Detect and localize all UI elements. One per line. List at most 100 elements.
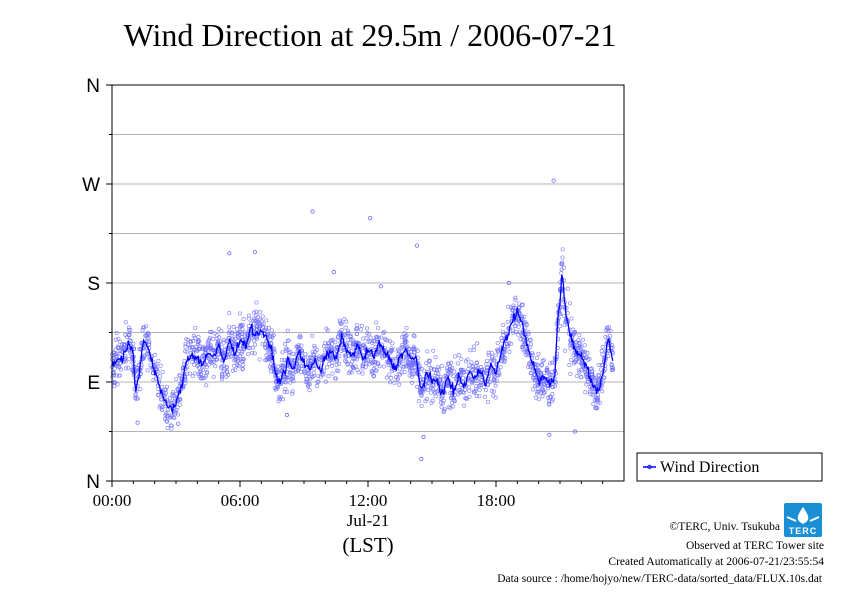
data-point — [535, 362, 540, 367]
data-point — [251, 310, 256, 315]
data-point — [449, 368, 454, 373]
data-point — [561, 265, 566, 270]
data-point — [283, 375, 289, 381]
data-point — [349, 370, 354, 375]
data-point — [404, 333, 409, 338]
data-point — [406, 361, 411, 366]
data-point — [577, 344, 582, 349]
data-point — [354, 322, 359, 328]
y-tick-label: N — [86, 76, 100, 97]
data-point — [371, 339, 376, 344]
data-point — [197, 344, 202, 349]
data-point — [539, 363, 544, 368]
data-point — [418, 389, 423, 394]
data-point — [305, 355, 310, 360]
water-drop-icon — [797, 507, 809, 524]
data-point — [269, 328, 274, 333]
data-point — [141, 325, 146, 330]
data-point — [304, 373, 309, 379]
data-point — [282, 342, 287, 347]
data-point — [279, 357, 284, 362]
series-line-group — [111, 274, 614, 415]
data-point — [550, 397, 555, 402]
data-point — [234, 327, 240, 332]
data-point — [563, 348, 568, 353]
data-point — [260, 314, 265, 319]
outlier-point — [310, 209, 315, 214]
data-point — [538, 372, 544, 377]
data-point — [568, 371, 573, 376]
data-point — [284, 346, 289, 351]
data-point — [238, 354, 243, 359]
data-point — [368, 358, 373, 363]
data-point — [168, 400, 173, 405]
data-point — [451, 395, 456, 400]
data-point — [287, 353, 292, 358]
data-point — [239, 335, 245, 340]
data-point — [284, 374, 289, 379]
data-point — [196, 334, 201, 339]
data-point — [195, 339, 200, 344]
data-point — [183, 342, 188, 347]
data-point — [177, 373, 182, 378]
data-point — [477, 387, 482, 392]
data-point — [126, 365, 131, 370]
data-point — [431, 367, 437, 372]
data-point — [413, 365, 418, 370]
data-point — [187, 346, 192, 351]
data-point — [356, 370, 361, 375]
data-point — [536, 351, 541, 356]
data-point — [506, 304, 511, 309]
data-point — [346, 328, 351, 333]
data-point — [548, 361, 553, 366]
data-point — [252, 351, 257, 356]
data-point — [528, 370, 533, 376]
y-tick-label: W — [82, 175, 100, 196]
data-point — [507, 349, 512, 354]
data-point — [445, 383, 450, 388]
credit-copyright: ©TERC, Univ. Tsukuba — [670, 521, 780, 533]
data-point — [387, 372, 392, 377]
data-point — [263, 327, 268, 332]
legend-marker-swatch — [647, 464, 652, 470]
data-point — [123, 353, 128, 358]
data-point — [284, 348, 289, 353]
outlier-point — [378, 284, 383, 289]
data-point — [580, 337, 586, 342]
data-point — [470, 379, 475, 384]
data-point — [227, 311, 232, 316]
data-point — [421, 387, 426, 392]
data-point — [152, 352, 158, 357]
data-point — [205, 341, 210, 346]
data-point — [540, 362, 545, 367]
data-point — [215, 357, 220, 362]
data-point — [584, 354, 589, 360]
data-point — [471, 348, 476, 353]
data-point — [268, 369, 273, 374]
data-point — [609, 363, 614, 368]
data-point — [326, 374, 331, 379]
data-point — [519, 314, 524, 319]
data-point — [196, 372, 201, 377]
data-point — [516, 301, 521, 306]
data-point — [165, 419, 170, 424]
data-point — [577, 368, 582, 373]
data-point — [528, 342, 533, 347]
data-point — [348, 334, 353, 339]
data-point — [552, 360, 557, 365]
data-point — [367, 339, 372, 344]
data-point — [371, 374, 376, 379]
data-point — [382, 329, 387, 334]
data-point — [351, 366, 356, 371]
data-point — [364, 336, 369, 341]
data-point — [351, 344, 356, 349]
data-point — [158, 363, 163, 368]
y-tick-label: E — [87, 373, 100, 394]
data-point — [423, 379, 428, 384]
data-point — [514, 320, 519, 325]
data-point — [276, 369, 281, 374]
data-point — [385, 338, 390, 343]
data-point — [298, 333, 303, 338]
data-point — [230, 368, 235, 373]
data-point — [511, 330, 516, 335]
